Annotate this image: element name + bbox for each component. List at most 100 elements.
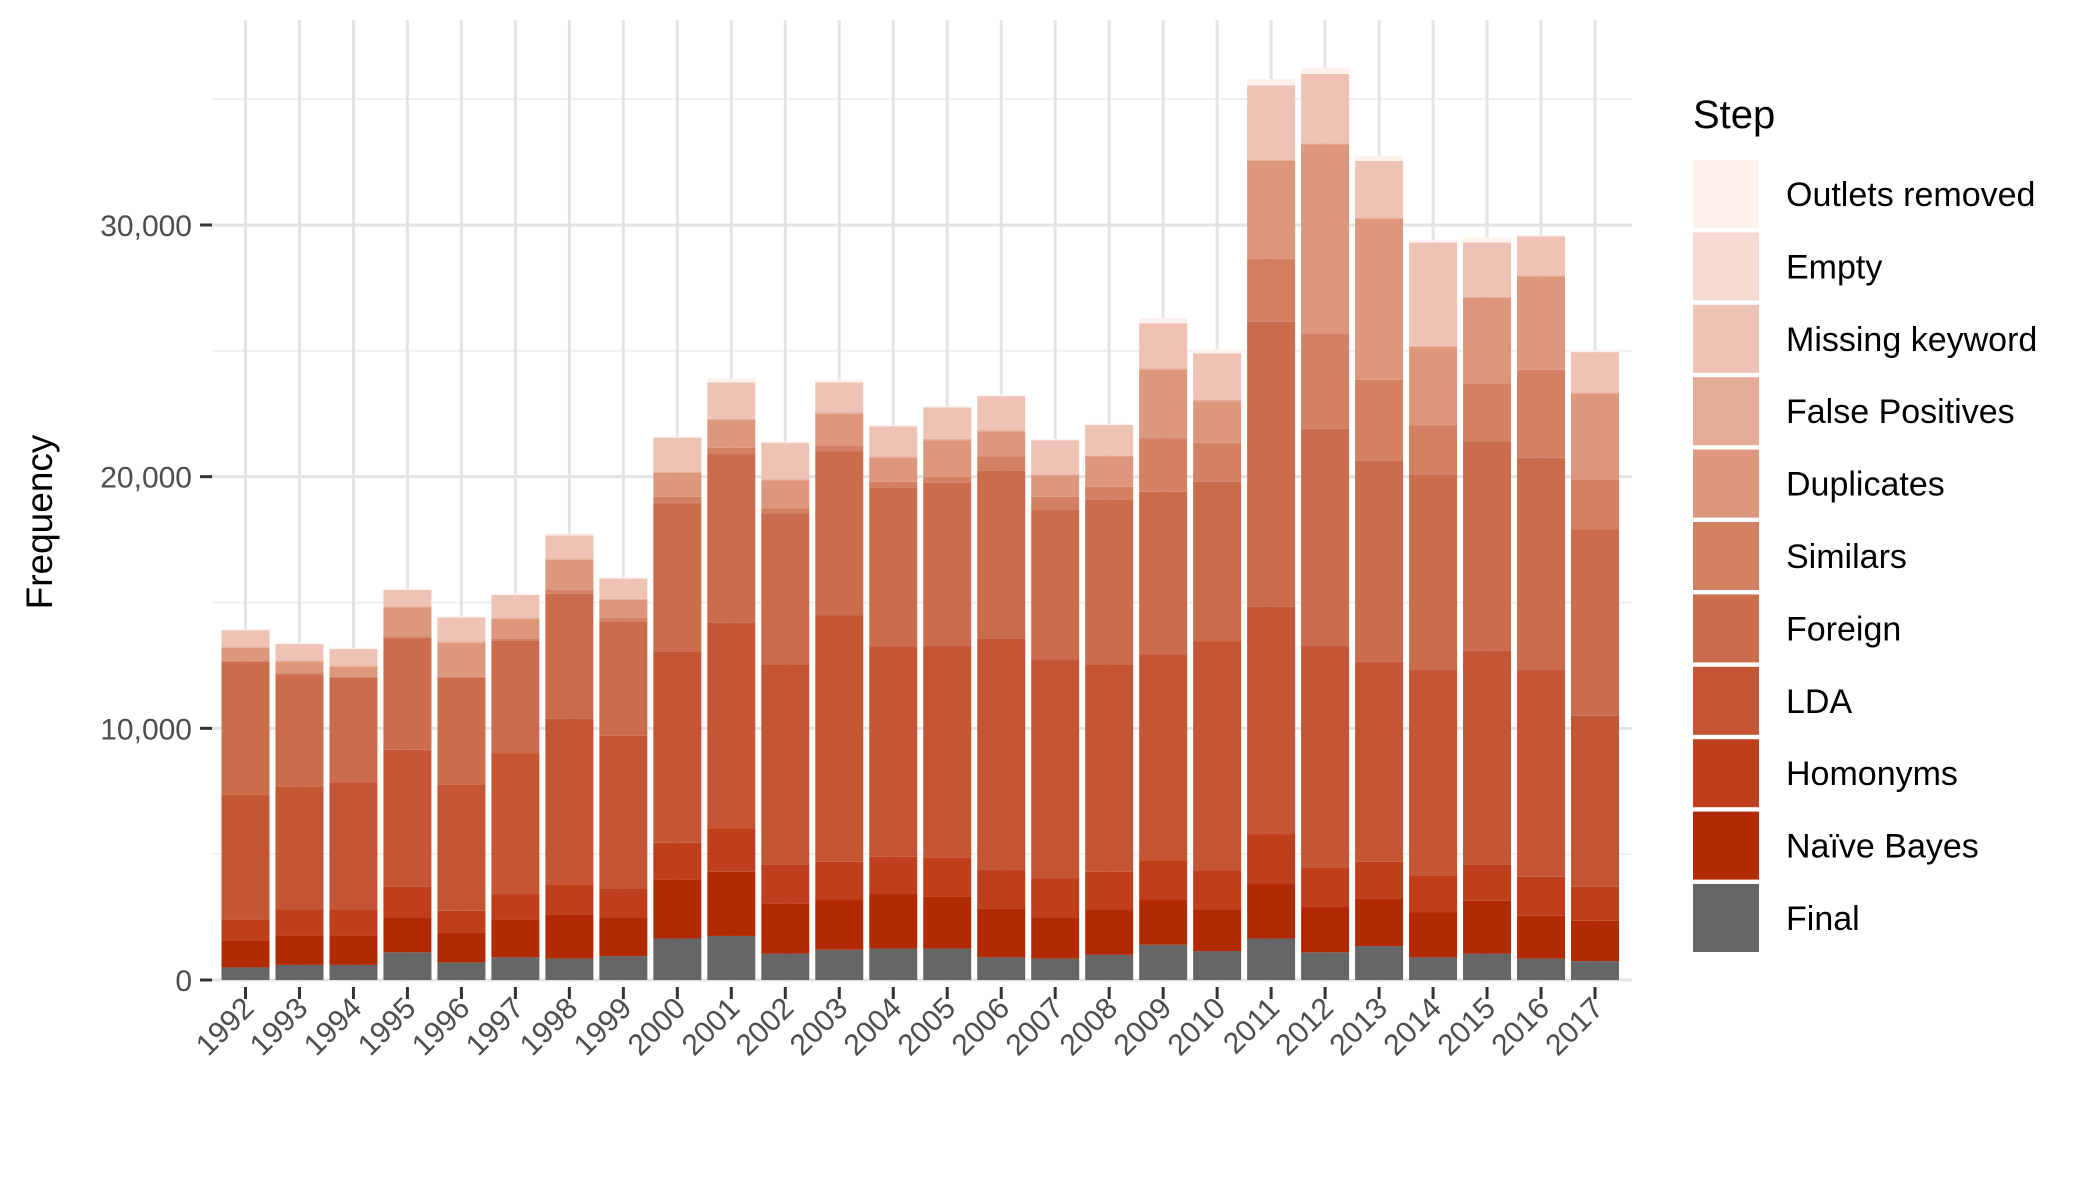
bar-segment [545, 589, 594, 594]
bar-segment [1301, 645, 1350, 869]
bar-segment [221, 630, 270, 647]
legend-label: LDA [1786, 683, 1852, 721]
bar-segment [1301, 952, 1350, 980]
bar-segment [275, 661, 324, 673]
x-tick-label: 2010 [1162, 992, 1233, 1063]
bar-segment [653, 436, 702, 438]
bar-segment [1193, 353, 1242, 400]
bar-segment [1031, 496, 1080, 510]
bar-stack-2012 [1301, 67, 1350, 980]
bar-segment [707, 378, 756, 383]
legend-key [1693, 811, 1759, 880]
legend: Step Outlets removed Empty Missing keyword… [1693, 93, 2037, 952]
bar-segment [1085, 871, 1134, 910]
bar-segment [815, 382, 864, 413]
bar-segment [1193, 481, 1242, 642]
bar-segment [599, 735, 648, 889]
bar-segment [977, 638, 1026, 870]
bar-segment [1247, 938, 1296, 980]
bar-segment [329, 964, 378, 980]
bar-segment [1355, 861, 1404, 899]
legend-title: Step [1693, 93, 1775, 137]
bar-segment [977, 396, 1026, 431]
bar-segment [599, 621, 648, 736]
bar-stack-1994 [329, 647, 378, 980]
bar-stack-1993 [275, 642, 324, 980]
bar-segment [1301, 74, 1350, 144]
bar-segment [1193, 442, 1242, 482]
bar-segment [653, 842, 702, 880]
bar-segment [221, 660, 270, 662]
bar-stack-2005 [923, 406, 972, 980]
bar-segment [1463, 296, 1512, 298]
y-tick-label: 20,000 [100, 462, 192, 495]
bar-segment [1409, 474, 1458, 670]
bar-segment [1247, 160, 1296, 259]
x-tick-label: 1997 [460, 992, 531, 1063]
bar-segment [707, 622, 756, 829]
bar-segment [1517, 369, 1566, 458]
bar-segment [1463, 953, 1512, 980]
bar-segment [1139, 899, 1188, 945]
bar-segment [761, 903, 810, 954]
bar-segment [869, 948, 918, 980]
bar-segment [869, 456, 918, 458]
bar-stack-2017 [1571, 350, 1619, 980]
bar-segment [1355, 379, 1404, 461]
y-tick-label: 0 [175, 965, 192, 998]
bar-segment [545, 534, 594, 536]
bar-segment [1463, 900, 1512, 954]
legend-key [1693, 739, 1759, 808]
bar-segment [599, 598, 648, 600]
x-tick-label: 1998 [514, 992, 585, 1063]
bar-stack-2011 [1247, 79, 1296, 980]
bar-stack-1997 [491, 593, 540, 980]
bar-stack-2009 [1139, 318, 1188, 980]
bar-segment [1409, 957, 1458, 980]
bar-segment [707, 871, 756, 936]
bar-segment [329, 676, 378, 678]
bar-segment [221, 940, 270, 968]
bar-segment [329, 647, 378, 650]
bar-segment [545, 535, 594, 559]
bar-segment [761, 442, 810, 480]
bar-segment [437, 616, 486, 618]
bar-segment [545, 593, 594, 719]
legend-label: Homonyms [1786, 755, 1958, 793]
bar-segment [815, 445, 864, 452]
bar-segment [491, 640, 540, 754]
bar-segment [383, 637, 432, 750]
bar-segment [1085, 425, 1134, 456]
x-axis: 1992199319941995199619971998199920002001… [190, 987, 1610, 1062]
bar-segment [707, 447, 756, 455]
bar-segment [1517, 276, 1566, 370]
bar-stack-1992 [221, 628, 270, 980]
bar-segment [383, 607, 432, 637]
bar-segment [761, 508, 810, 514]
bar-segment [1355, 946, 1404, 980]
x-tick-label: 2016 [1485, 992, 1556, 1063]
bar-segment [275, 786, 324, 910]
bar-segment [599, 917, 648, 957]
y-tick-label: 30,000 [100, 210, 192, 243]
x-tick-label: 2006 [946, 992, 1017, 1063]
bar-segment [491, 617, 540, 619]
bar-segment [1139, 491, 1188, 655]
bar-segment [1355, 898, 1404, 947]
bar-segment [491, 893, 540, 920]
bar-segment [437, 641, 486, 643]
bar-segment [1355, 155, 1404, 161]
bar-segment [545, 533, 594, 535]
bar-segment [923, 407, 972, 439]
bar-segment [437, 784, 486, 911]
bar-stack-2003 [815, 379, 864, 980]
bar-segment [491, 919, 540, 958]
bar-segment [1301, 67, 1350, 74]
bar-segment [491, 618, 540, 639]
bar-segment [1355, 661, 1404, 862]
bar-segment [1085, 909, 1134, 955]
bar-segment [1193, 349, 1242, 354]
bar-segment [1139, 860, 1188, 900]
bar-segment [1031, 475, 1080, 497]
bar-segment [761, 480, 810, 509]
